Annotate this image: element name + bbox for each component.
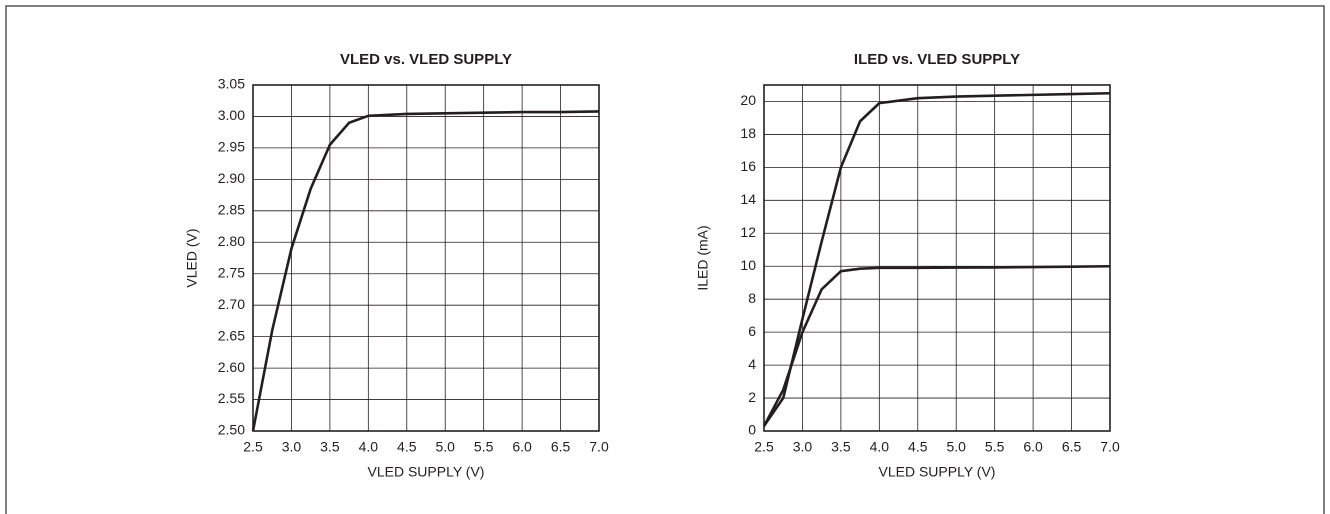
y-tick-label: 6 [748, 323, 756, 339]
y-tick-label: 3.05 [218, 76, 245, 92]
y-tick-label: 2.95 [218, 139, 245, 155]
data-line [762, 91, 1111, 427]
y-tick-label: 0 [748, 422, 756, 438]
x-tick-label: 2.5 [754, 439, 774, 455]
x-tick-label: 6.5 [1062, 439, 1082, 455]
y-tick-label: 8 [748, 290, 756, 306]
y-tick-label: 2.55 [218, 390, 245, 406]
x-tick-label: 3.0 [282, 439, 302, 455]
y-tick-label: 2.85 [218, 202, 245, 218]
chart-title: VLED vs. VLED SUPPLY [340, 51, 512, 68]
x-tick-label: 7.0 [589, 439, 609, 455]
x-tick-label: 6.0 [1023, 439, 1043, 455]
x-tick-label: 5.0 [946, 439, 966, 455]
x-tick-label: 4.5 [397, 439, 417, 455]
y-axis-label: VLED (V) [184, 228, 200, 287]
y-tick-label: 2.60 [218, 359, 245, 375]
y-tick-label: 16 [740, 158, 756, 174]
y-tick-label: 10 [740, 257, 756, 273]
x-tick-label: 7.0 [1100, 439, 1120, 455]
x-tick-label: 5.5 [474, 439, 494, 455]
x-tick-label: 2.5 [243, 439, 263, 455]
y-tick-label: 4 [748, 356, 756, 372]
x-tick-label: 5.5 [985, 439, 1005, 455]
plot-frame [252, 84, 600, 432]
y-tick-label: 2.90 [218, 170, 245, 186]
x-tick-label: 3.5 [320, 439, 340, 455]
y-tick-label: 18 [740, 125, 756, 141]
frame [5, 5, 1325, 514]
x-tick-label: 4.0 [870, 439, 890, 455]
y-axis-label: ILED (mA) [695, 225, 711, 290]
data-line [251, 110, 600, 432]
x-tick-label: 4.5 [908, 439, 928, 455]
x-axis-label: VLED SUPPLY (V) [368, 464, 485, 480]
y-tick-label: 2.80 [218, 233, 245, 249]
y-tick-label: 2.50 [218, 422, 245, 438]
data-line [762, 264, 1111, 427]
y-tick-label: 2.70 [218, 296, 245, 312]
plot-frame [763, 84, 1111, 432]
x-tick-label: 6.5 [551, 439, 571, 455]
y-tick-label: 12 [740, 224, 756, 240]
y-tick-label: 3.00 [218, 107, 245, 123]
y-tick-label: 2.75 [218, 264, 245, 280]
y-tick-label: 2.65 [218, 327, 245, 343]
x-axis-label: VLED SUPPLY (V) [879, 464, 996, 480]
x-tick-label: 5.0 [435, 439, 455, 455]
chart-title: ILED vs. VLED SUPPLY [854, 51, 1020, 68]
x-tick-label: 3.5 [831, 439, 851, 455]
x-tick-label: 3.0 [793, 439, 813, 455]
y-tick-label: 20 [740, 92, 756, 108]
y-tick-label: 14 [740, 191, 756, 207]
y-tick-label: 2 [748, 389, 756, 405]
x-tick-label: 4.0 [359, 439, 379, 455]
x-tick-label: 6.0 [512, 439, 532, 455]
